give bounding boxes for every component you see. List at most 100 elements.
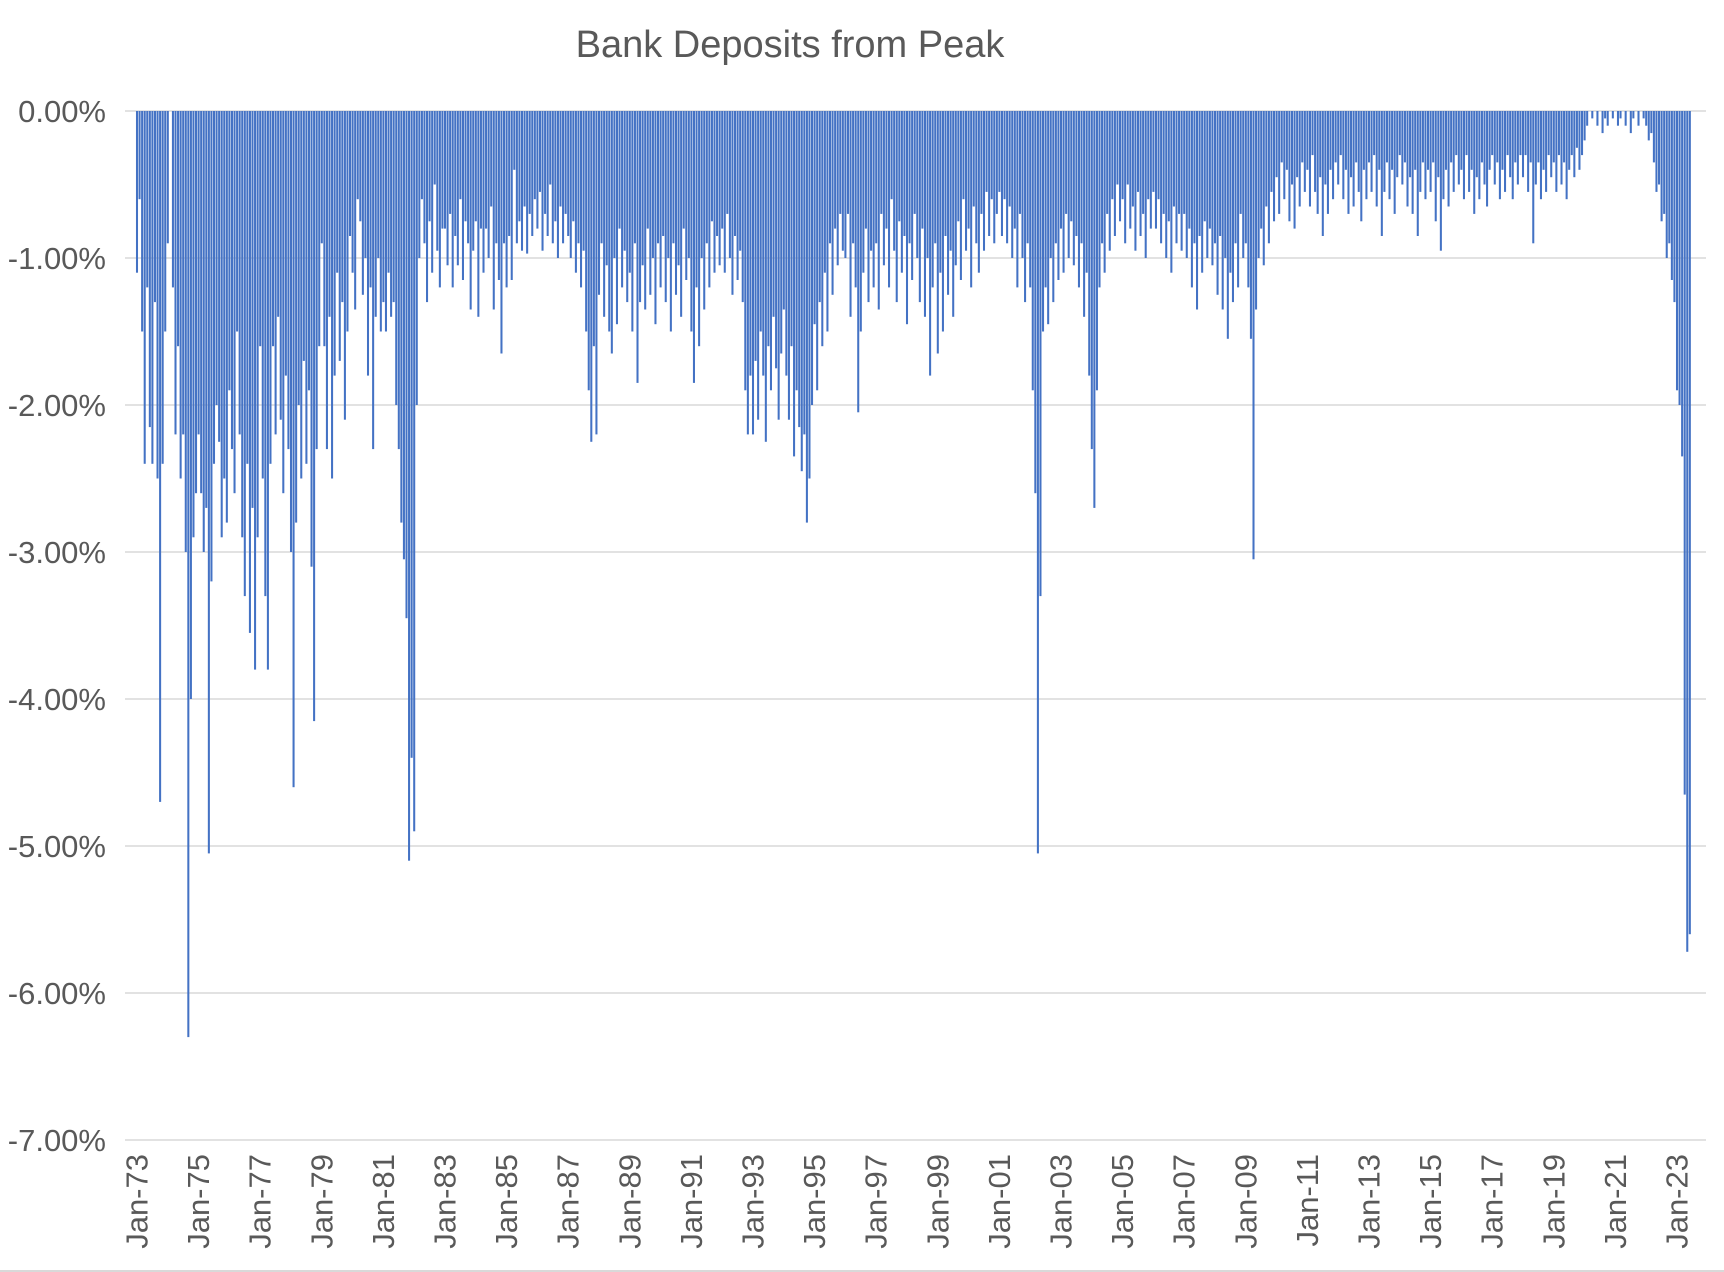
deposit-bar [1645, 111, 1648, 126]
deposit-bar [1308, 111, 1311, 207]
deposit-bar [487, 111, 490, 258]
deposit-bar [610, 111, 613, 354]
deposit-bar [941, 111, 944, 332]
deposit-bar [526, 111, 529, 254]
deposit-bar [911, 111, 914, 280]
deposit-bar [877, 111, 880, 310]
deposit-bar [975, 111, 978, 244]
deposit-bar [243, 111, 246, 597]
deposit-bar [757, 111, 760, 420]
deposit-bar [1088, 111, 1091, 376]
deposit-bar [1519, 111, 1522, 156]
deposit-bar [1509, 111, 1512, 178]
deposit-bar [515, 111, 518, 244]
deposit-bar [662, 111, 665, 236]
deposit-bar [723, 111, 726, 273]
deposit-bar [1280, 111, 1283, 163]
deposit-bar [485, 111, 488, 229]
deposit-bar [918, 111, 921, 303]
y-tick-label: -2.00% [8, 388, 106, 423]
deposit-bar [929, 111, 932, 376]
deposit-bar [947, 111, 950, 295]
deposit-bar [959, 111, 962, 280]
deposit-bar [323, 111, 326, 347]
deposit-bar [751, 111, 755, 435]
deposit-bar [623, 111, 626, 251]
deposit-bar [441, 111, 444, 229]
deposit-bar [1447, 111, 1450, 207]
deposit-bar [828, 111, 832, 244]
deposit-bar [775, 111, 778, 369]
deposit-bar [1581, 111, 1584, 156]
deposit-bar [803, 111, 806, 435]
deposit-bar [1290, 111, 1294, 185]
deposit-bar [1411, 111, 1414, 214]
deposit-bar [1521, 111, 1525, 178]
deposit-bar [1619, 111, 1622, 119]
deposit-bar [1160, 111, 1163, 244]
deposit-bar [497, 111, 500, 280]
deposit-bar [1154, 111, 1157, 229]
deposit-bar [1070, 111, 1073, 222]
deposit-bar [823, 111, 826, 273]
deposit-bar [336, 111, 339, 273]
deposit-bar [893, 111, 896, 251]
deposit-bar [1316, 111, 1319, 214]
deposit-bar [1483, 111, 1486, 185]
deposit-bar [518, 111, 521, 222]
deposit-bar [1383, 111, 1386, 192]
deposit-bar [1601, 111, 1604, 134]
deposit-bar [1665, 111, 1668, 258]
deposit-bar [898, 111, 901, 222]
deposit-bar [382, 111, 385, 303]
deposit-bar [179, 111, 182, 479]
deposit-bar [646, 111, 649, 229]
deposit-bar [944, 111, 947, 236]
deposit-bar [505, 111, 508, 288]
deposit-bar [423, 111, 426, 244]
deposit-bar [1652, 111, 1655, 163]
deposit-bar [1244, 111, 1247, 244]
deposit-bar [1255, 111, 1258, 310]
deposit-bar [1624, 111, 1627, 126]
deposit-bar [1239, 111, 1242, 214]
deposit-bar [305, 111, 308, 464]
deposit-bar [135, 111, 139, 273]
deposit-bar [508, 111, 511, 236]
deposit-bar [749, 111, 752, 376]
deposit-bar [474, 111, 477, 222]
deposit-bar [1139, 111, 1142, 236]
deposit-bar [1021, 111, 1024, 258]
deposit-bar [461, 111, 464, 280]
deposit-bar [718, 111, 721, 266]
deposit-bar [1450, 111, 1453, 163]
deposit-bar [831, 111, 834, 295]
deposit-bar [1321, 111, 1324, 236]
deposit-bar [492, 111, 495, 310]
deposit-bar [1249, 111, 1252, 339]
deposit-bar [479, 111, 482, 229]
deposit-bar [674, 111, 678, 295]
deposit-bar [289, 111, 293, 552]
deposit-bar [875, 111, 878, 244]
deposit-bar [1126, 111, 1129, 185]
deposit-bar [985, 111, 988, 192]
deposit-bar [1047, 111, 1050, 325]
y-tick-label: -1.00% [8, 241, 106, 276]
deposit-bar [977, 111, 980, 273]
deposit-bar [202, 111, 205, 552]
deposit-bar [798, 111, 801, 428]
deposit-bar [364, 111, 367, 258]
deposit-bar [1491, 111, 1494, 156]
deposit-bar [695, 111, 698, 288]
deposit-bar [384, 111, 387, 332]
deposit-bar [438, 111, 441, 288]
deposit-bar [313, 111, 316, 722]
deposit-bar [1527, 111, 1530, 192]
deposit-bar [672, 111, 675, 244]
deposit-bar [767, 111, 770, 347]
deposit-bar [215, 111, 218, 405]
deposit-bar [377, 111, 380, 258]
deposit-bar [1660, 111, 1663, 222]
deposit-bar [1350, 111, 1353, 178]
